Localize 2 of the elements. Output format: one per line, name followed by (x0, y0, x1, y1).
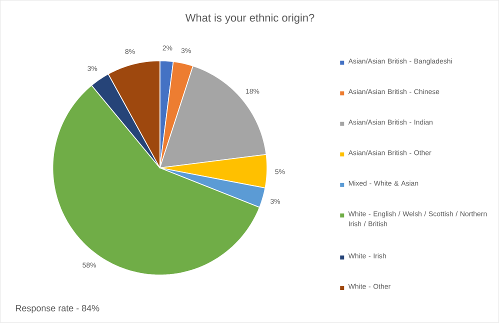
chart-title: What is your ethnic origin? (185, 14, 314, 24)
text: Response rate - 84% (16, 305, 100, 314)
